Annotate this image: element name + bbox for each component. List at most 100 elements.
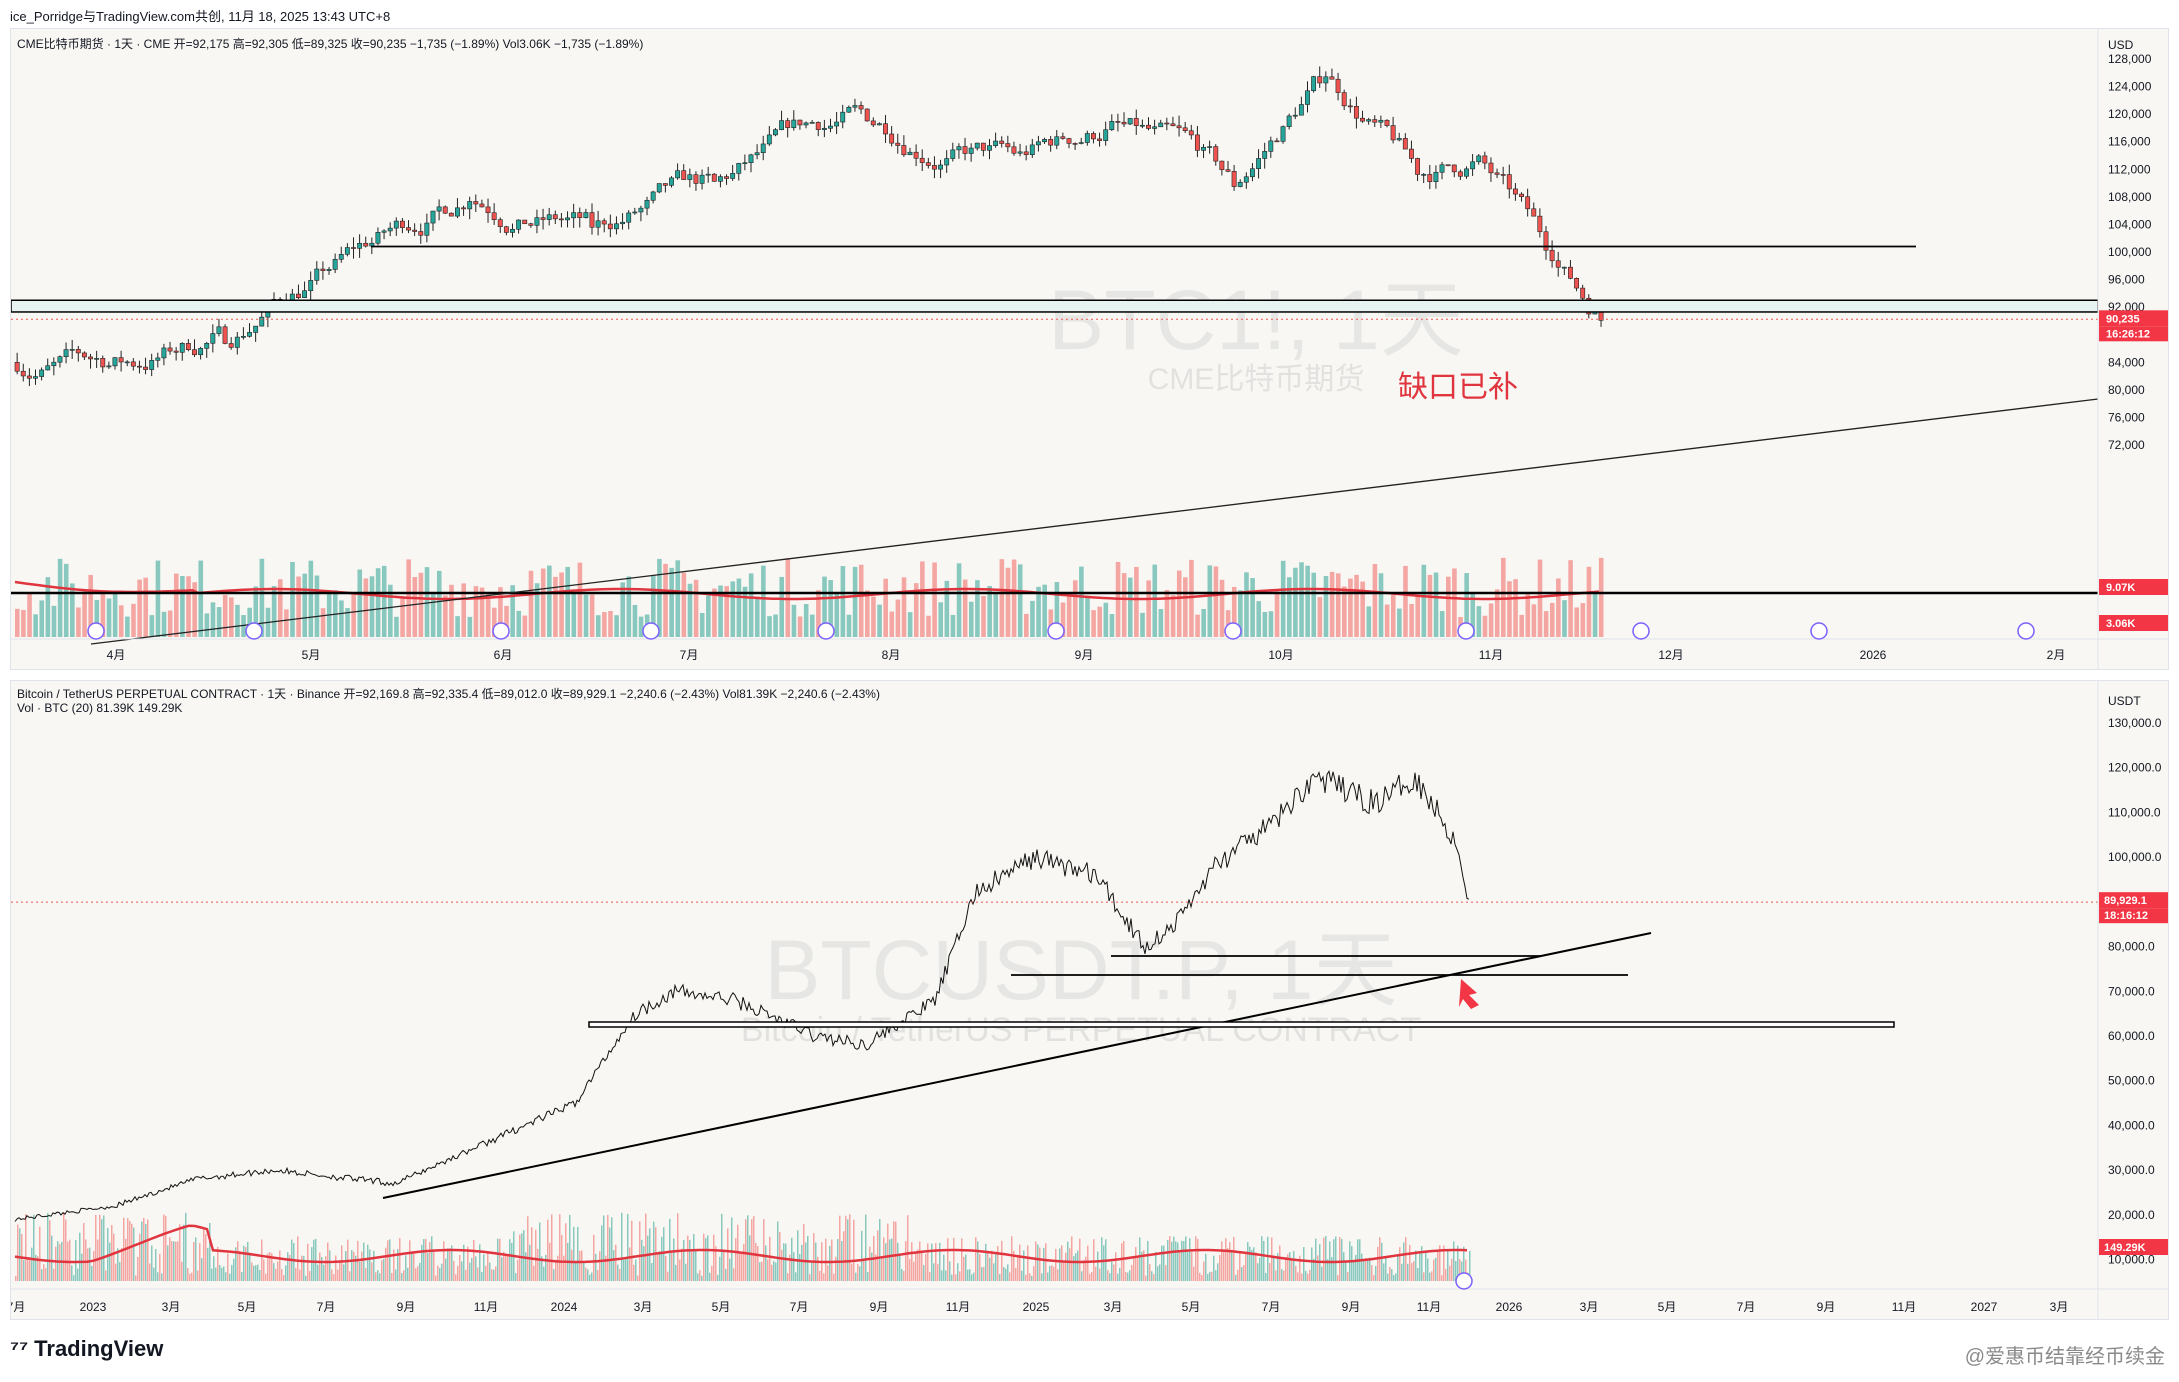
volume-bar (433, 1249, 435, 1281)
event-icon[interactable] (1810, 622, 1828, 640)
volume-bar (1163, 1245, 1165, 1281)
candle-body (614, 223, 619, 230)
volume-tag: 149.29K (2104, 1242, 2146, 1254)
volume-bar (887, 1223, 889, 1281)
cme-chart-pane[interactable]: CME比特币期货 · 1天 · CME 开=92,175 高=92,305 低=… (10, 28, 2169, 670)
binance-chart-pane[interactable]: Bitcoin / TetherUS PERPETUAL CONTRACT · … (10, 680, 2169, 1320)
volume-bar (249, 1252, 251, 1281)
volume-bar (1007, 1264, 1009, 1281)
volume-bar (785, 558, 791, 637)
candle-body (57, 356, 63, 363)
volume-bar (129, 1220, 131, 1281)
volume-bar (215, 1267, 217, 1281)
volume-bar (418, 572, 424, 637)
candle-body (1194, 134, 1200, 151)
candle-body (124, 361, 130, 364)
volume-bar (793, 1252, 795, 1281)
volume-ma-line (14, 1224, 1468, 1264)
candle-body (876, 123, 882, 126)
volume-bar (95, 1214, 97, 1281)
volume-bar (341, 1245, 343, 1281)
event-icon[interactable] (1455, 1272, 1473, 1290)
candle-body (143, 366, 149, 370)
volume-bar (15, 1275, 17, 1281)
candle-body (754, 152, 760, 156)
candle-body (314, 268, 320, 281)
chart-header-text: ice_Porridge与TradingView.com共创, 11月 18, … (10, 9, 391, 24)
volume-bar (1245, 1252, 1247, 1281)
event-icon[interactable] (1047, 622, 1065, 640)
event-icon[interactable] (817, 622, 835, 640)
volume-bar (1283, 1270, 1285, 1281)
volume-bar (587, 1269, 589, 1281)
event-icon[interactable] (642, 622, 660, 640)
candle-body (1213, 146, 1219, 162)
volume-bar (717, 1274, 719, 1281)
candle-body (632, 211, 638, 214)
volume-bar (1109, 614, 1115, 637)
candle-body (1506, 174, 1512, 190)
tradingview-brand[interactable]: ⁷⁷ TradingView (10, 1336, 163, 1362)
volume-bar (419, 1262, 421, 1281)
volume-bar (1574, 607, 1580, 637)
event-icon[interactable] (492, 622, 510, 640)
volume-bar (33, 614, 38, 637)
candle-body (766, 134, 772, 145)
volume-bar (1049, 1266, 1051, 1281)
volume-bar (430, 592, 436, 637)
event-icon[interactable] (2017, 622, 2035, 640)
volume-bar (687, 1235, 689, 1281)
candle-body (106, 365, 112, 368)
volume-bar (641, 1239, 643, 1281)
volume-bar (1121, 573, 1127, 637)
event-icon[interactable] (1632, 622, 1650, 640)
event-icon[interactable] (1224, 622, 1242, 640)
candle-body (510, 228, 515, 233)
volume-bar (1439, 611, 1445, 637)
volume-bar (302, 573, 308, 637)
volume-bar (1375, 1265, 1377, 1281)
volume-bar (119, 1262, 121, 1281)
event-icon[interactable] (87, 622, 105, 640)
volume-bar (369, 1249, 371, 1281)
volume-bar (1580, 603, 1586, 637)
candle-body (1219, 160, 1225, 170)
volume-bar (1385, 1256, 1387, 1281)
volume-bar (989, 1257, 991, 1281)
volume-bar (1525, 591, 1531, 637)
volume-bar (1250, 578, 1255, 637)
candle-body (387, 227, 393, 232)
volume-bar (957, 1263, 959, 1281)
event-icon[interactable] (245, 622, 263, 640)
volume-bar (965, 1254, 967, 1281)
volume-bar (216, 607, 222, 637)
volume-bar (829, 1245, 831, 1281)
volume-bar (629, 1247, 631, 1281)
price-tag: 90,235 (2106, 313, 2140, 325)
event-icon[interactable] (1457, 622, 1475, 640)
volume-bar (1353, 1260, 1355, 1281)
volume-bar (1169, 1236, 1171, 1281)
volume-bar (1470, 592, 1476, 637)
volume-bar (135, 1275, 137, 1281)
candle-body (253, 325, 259, 333)
volume-bar (1592, 592, 1598, 637)
volume-bar (1355, 1254, 1357, 1281)
candle-body (1390, 125, 1396, 141)
volume-bar (473, 1239, 475, 1281)
price-tick-label: 96,000 (2108, 273, 2145, 287)
candle-body (1512, 188, 1518, 195)
volume-bar (1079, 566, 1084, 637)
volume-bar (1329, 571, 1335, 637)
volume-bar (967, 1269, 969, 1281)
currency-label: USDT (2108, 694, 2141, 708)
volume-bar (721, 1213, 723, 1281)
volume-bar (431, 1236, 433, 1281)
volume-bar (813, 1233, 815, 1281)
currency-label: USD (2108, 38, 2134, 52)
binance-chart-canvas[interactable]: BTCUSDT.P, 1天 Bitcoin / TetherUS PERPETU… (11, 681, 2169, 1320)
price-tick-label: 100,000 (2108, 245, 2152, 259)
volume-bar (1221, 1241, 1223, 1281)
volume-bar (807, 1235, 809, 1281)
